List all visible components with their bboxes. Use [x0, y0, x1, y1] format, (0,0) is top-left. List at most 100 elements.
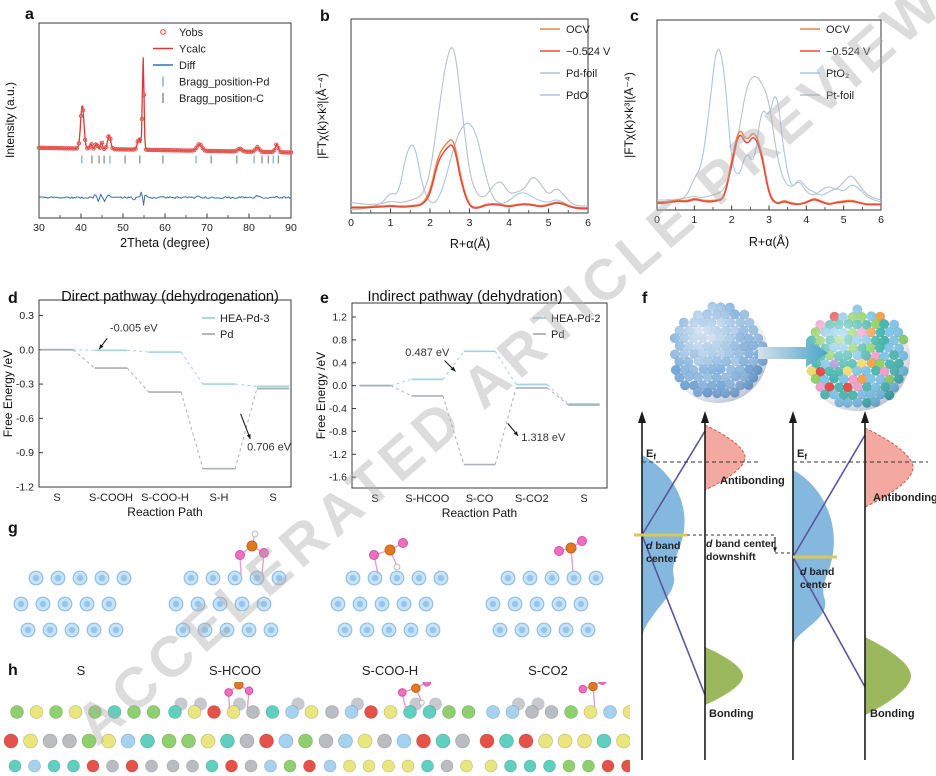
- y-tick-label: 0.0: [332, 380, 347, 392]
- plot-border: [351, 302, 608, 489]
- pd-atom-core: [216, 600, 224, 608]
- d-band-dos-left: [642, 455, 685, 637]
- series-marker-Yobs: [274, 142, 279, 147]
- energy-connector: [547, 384, 569, 405]
- series-marker-Yobs: [221, 149, 227, 154]
- hea-atom: [304, 705, 319, 719]
- energy-axis-arrowhead: [789, 411, 797, 423]
- panel-label-b: b: [320, 8, 330, 25]
- bonding-label: Bonding: [709, 708, 754, 720]
- series-marker-Yobs: [282, 150, 287, 155]
- pd-atom-core: [437, 574, 445, 582]
- hea-atom: [244, 759, 258, 773]
- exafs-pd-chart: 0 1 2 3 4 5 6 R+α(Å) |FTχ(k)×k³|(Å⁻⁴) OCV −0.524 V…: [314, 18, 611, 251]
- x-tick-label: 50: [117, 222, 129, 234]
- antibonding-label: Antibonding: [873, 492, 936, 504]
- annotation-text: -0.005 eV: [110, 322, 158, 334]
- series-marker-Yobs: [219, 148, 224, 154]
- pd-atom-core: [349, 574, 357, 582]
- carbon-atom: [565, 542, 577, 554]
- y-tick-label: 0.8: [332, 334, 347, 346]
- series-line-PtO2: [656, 48, 882, 205]
- hea-atom: [383, 705, 398, 719]
- annotation-text: 0.487 eV: [405, 347, 450, 359]
- pd-slab-S-HCOO: [168, 530, 287, 638]
- antibonding-lobe-right: [864, 427, 914, 508]
- bonding-lobe-left: [705, 647, 743, 705]
- legend-label: HEA-Pd-3: [220, 313, 270, 325]
- pd-slab-S-CO2: [485, 536, 604, 638]
- hea-atom: [86, 759, 100, 773]
- category-label: S: [371, 493, 378, 505]
- hea-slab-S-COO-H: [318, 682, 476, 773]
- category-label: S: [580, 493, 587, 505]
- plot-border: [38, 299, 292, 488]
- hea-atom: [187, 705, 202, 719]
- hybridization-line: [641, 534, 706, 696]
- oxygen-atom: [244, 686, 254, 696]
- structure-label-scooh: S-COO-H: [361, 663, 419, 678]
- hea-atom: [29, 705, 44, 719]
- hea-atom: [479, 733, 495, 749]
- hydrogen-atom: [251, 530, 259, 538]
- x-axis-label: Reaction Path: [442, 506, 517, 520]
- d-band-label: d band: [646, 540, 680, 552]
- hea-atom: [62, 733, 77, 749]
- pd-atom-core: [39, 600, 47, 608]
- series-marker-Yobs: [179, 148, 185, 153]
- pd-atom-core: [275, 574, 283, 582]
- series-marker-Yobs: [204, 148, 210, 154]
- energy-connector: [442, 395, 465, 465]
- series-marker-Yobs: [246, 149, 252, 154]
- series-marker-Yobs: [43, 145, 48, 151]
- legend-label: PdO: [566, 90, 588, 102]
- oxygen-atom: [422, 682, 432, 687]
- hea-atom: [166, 759, 180, 773]
- pd-atom-core: [584, 626, 592, 634]
- x-tick-label: 90: [285, 222, 297, 234]
- hea-atom: [106, 759, 119, 773]
- series-marker-Yobs: [278, 149, 283, 155]
- annotation-arrowhead: [99, 344, 104, 350]
- series-marker-Yobs: [66, 146, 71, 151]
- pd-atom-core: [90, 626, 98, 634]
- series-marker-Yobs: [154, 147, 159, 153]
- series-marker-Yobs: [141, 92, 147, 97]
- series-marker-Yobs: [209, 148, 214, 154]
- pd-atom-core: [105, 600, 113, 608]
- x-tick-label: 2: [427, 217, 433, 229]
- series-marker-Yobs: [36, 145, 42, 151]
- hea-atom: [596, 733, 612, 749]
- series-marker-Yobs: [183, 148, 189, 153]
- x-tick-label: 3: [766, 214, 772, 226]
- series-marker-Yobs: [253, 147, 258, 152]
- pd-atom-core: [363, 626, 371, 634]
- d-band-label: d band: [800, 566, 834, 578]
- pd-slab-models: [13, 530, 604, 638]
- hea-atom: [145, 759, 158, 773]
- series-marker-Yobs: [190, 148, 195, 153]
- series-marker-Yobs: [192, 147, 197, 153]
- pd-atom-core: [407, 626, 415, 634]
- hea-slab-S-CO2: [479, 682, 630, 773]
- hea-atom: [81, 733, 97, 749]
- y-axis-label: |FTχ(k)×k³|(Å⁻⁴): [624, 72, 636, 158]
- xrd-chart: 30 40 50 60 70 80 90 2Theta (degree) Intensity (…: [3, 22, 297, 250]
- category-label: S-COOH: [89, 492, 133, 504]
- pd-atom-core: [540, 626, 548, 634]
- pd-atom-core: [83, 600, 91, 608]
- series-marker-Yobs: [55, 145, 61, 151]
- series-marker-Yobs: [225, 149, 231, 154]
- hea-atom: [455, 733, 470, 749]
- series-marker-Yobs: [242, 149, 248, 154]
- hea-atom: [504, 759, 517, 773]
- energy-connector: [390, 378, 412, 387]
- category-label: S-COO-H: [141, 492, 189, 504]
- legend-label: Ycalc: [179, 43, 206, 55]
- annotation-arrowhead: [513, 431, 519, 436]
- series-marker-Yobs: [47, 145, 52, 151]
- pure-pd-nanoparticle: [668, 301, 768, 403]
- series-marker-Yobs: [248, 149, 254, 154]
- series-marker-Yobs: [173, 148, 178, 153]
- hea-atom: [523, 759, 537, 773]
